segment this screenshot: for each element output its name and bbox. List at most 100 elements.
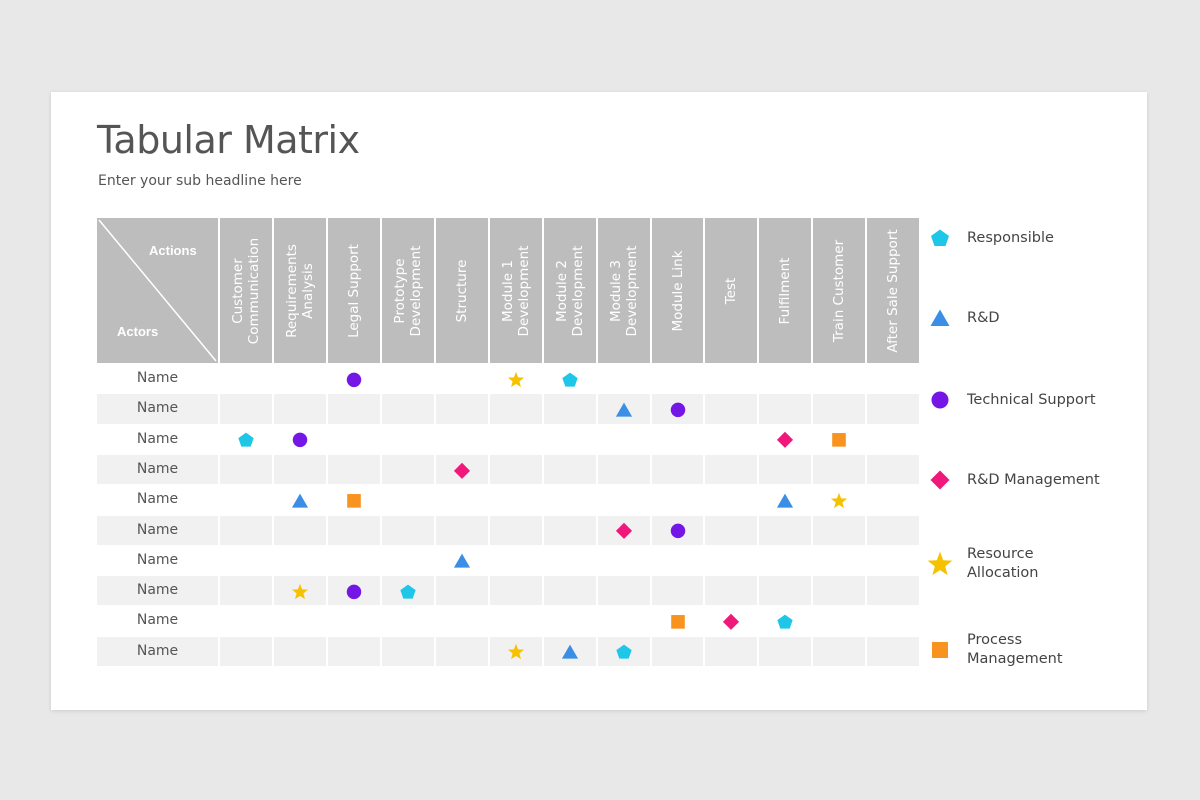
column-header-label: Module 3 Development [608,245,640,336]
matrix-cell [382,606,434,636]
matrix-cell [705,485,757,515]
matrix-cell [220,394,272,424]
matrix-cell [759,515,811,545]
matrix-cell [705,515,757,545]
matrix-cell [490,636,542,666]
row-actor-name: Name [136,430,179,447]
matrix-cell [544,485,596,515]
matrix-cell [652,576,703,606]
matrix-cell [598,364,650,394]
row-actor-name: Name [136,521,179,538]
matrix-cell [652,364,703,394]
matrix-cell [382,576,434,606]
matrix-cell [328,485,380,515]
legend-label: R&D [967,309,1000,326]
row-background [97,636,218,666]
page-subtitle: Enter your sub headline here [98,173,302,189]
matrix-cell [705,394,757,424]
responsible-legend-icon [931,229,949,246]
matrix-cell [867,636,919,666]
responsible-marker-icon [238,432,254,447]
matrix-cell [436,606,488,636]
matrix-cell [382,364,434,394]
matrix-cell [652,485,703,515]
column-header-label: Train Customer [831,239,847,342]
matrix-cell [813,606,865,636]
matrix-cell [867,515,919,545]
responsible-marker-icon [777,614,793,629]
matrix-cell [813,424,865,454]
rnd-management-marker-icon [615,522,633,540]
matrix-cell [759,636,811,666]
matrix-cell [867,485,919,515]
technical-support-marker-icon [292,432,308,448]
matrix-cell [382,636,434,666]
matrix-cell [220,485,272,515]
matrix-cell [544,364,596,394]
matrix-cell [382,424,434,454]
legend-label: Technical Support [967,391,1096,408]
matrix-cell [759,576,811,606]
responsible-marker-icon [400,584,416,599]
matrix-cell [274,485,326,515]
matrix-cell [328,454,380,485]
column-header: Fulfilment [759,218,811,363]
matrix-cell [328,394,380,424]
rnd-marker-icon [453,554,471,569]
legend-label: Resource Allocation [967,546,1039,581]
matrix-cell [220,636,272,666]
matrix-cell [705,576,757,606]
row-background [97,454,218,485]
matrix-cell [867,545,919,576]
matrix-cell [436,545,488,576]
column-header-label: Legal Support [346,243,362,338]
matrix-cell [652,515,703,545]
matrix-cell [490,515,542,545]
corner-actors-label: Actors [117,324,159,339]
matrix-cell [867,606,919,636]
matrix-cell [382,485,434,515]
column-header-label: Module 1 Development [500,245,532,336]
matrix-cell [544,454,596,485]
resource-allocation-legend-icon [927,551,953,576]
matrix-cell [759,606,811,636]
row-background [97,576,218,606]
matrix-cell [220,545,272,576]
column-header-label: After Sale Support [885,228,901,353]
column-header: After Sale Support [867,218,919,363]
matrix-cell [274,545,326,576]
rnd-management-marker-icon [722,613,740,630]
resource-allocation-marker-icon [291,583,309,599]
matrix-cell [328,606,380,636]
matrix-cell [274,636,326,666]
rnd-legend-icon [930,309,950,326]
technical-support-legend-icon [931,391,949,409]
row-actor-name: Name [136,370,179,386]
matrix-cell [867,394,919,424]
matrix-cell [544,394,596,424]
matrix-cell [490,424,542,454]
matrix-cell [436,454,488,485]
responsible-marker-icon [562,372,578,387]
matrix-cell [867,424,919,454]
corner-header-cell [97,218,218,363]
column-header: Customer Communication [220,218,272,363]
matrix-cell [598,606,650,636]
matrix-cell [436,485,488,515]
matrix-cell [436,636,488,666]
matrix-cell [598,485,650,515]
matrix-cell [813,394,865,424]
corner-diagonal-line [98,219,217,362]
matrix-cell [382,545,434,576]
corner-actions-label: Actions [149,243,197,258]
matrix-cell [759,394,811,424]
matrix-cell [652,394,703,424]
matrix-cell [220,606,272,636]
matrix-cell [490,606,542,636]
rnd-management-marker-icon [776,432,794,449]
row-actor-name: Name [136,612,179,629]
rnd-marker-icon [615,402,633,417]
column-header: Structure [436,218,488,363]
legend-label: R&D Management [967,471,1100,488]
matrix-cell [598,394,650,424]
